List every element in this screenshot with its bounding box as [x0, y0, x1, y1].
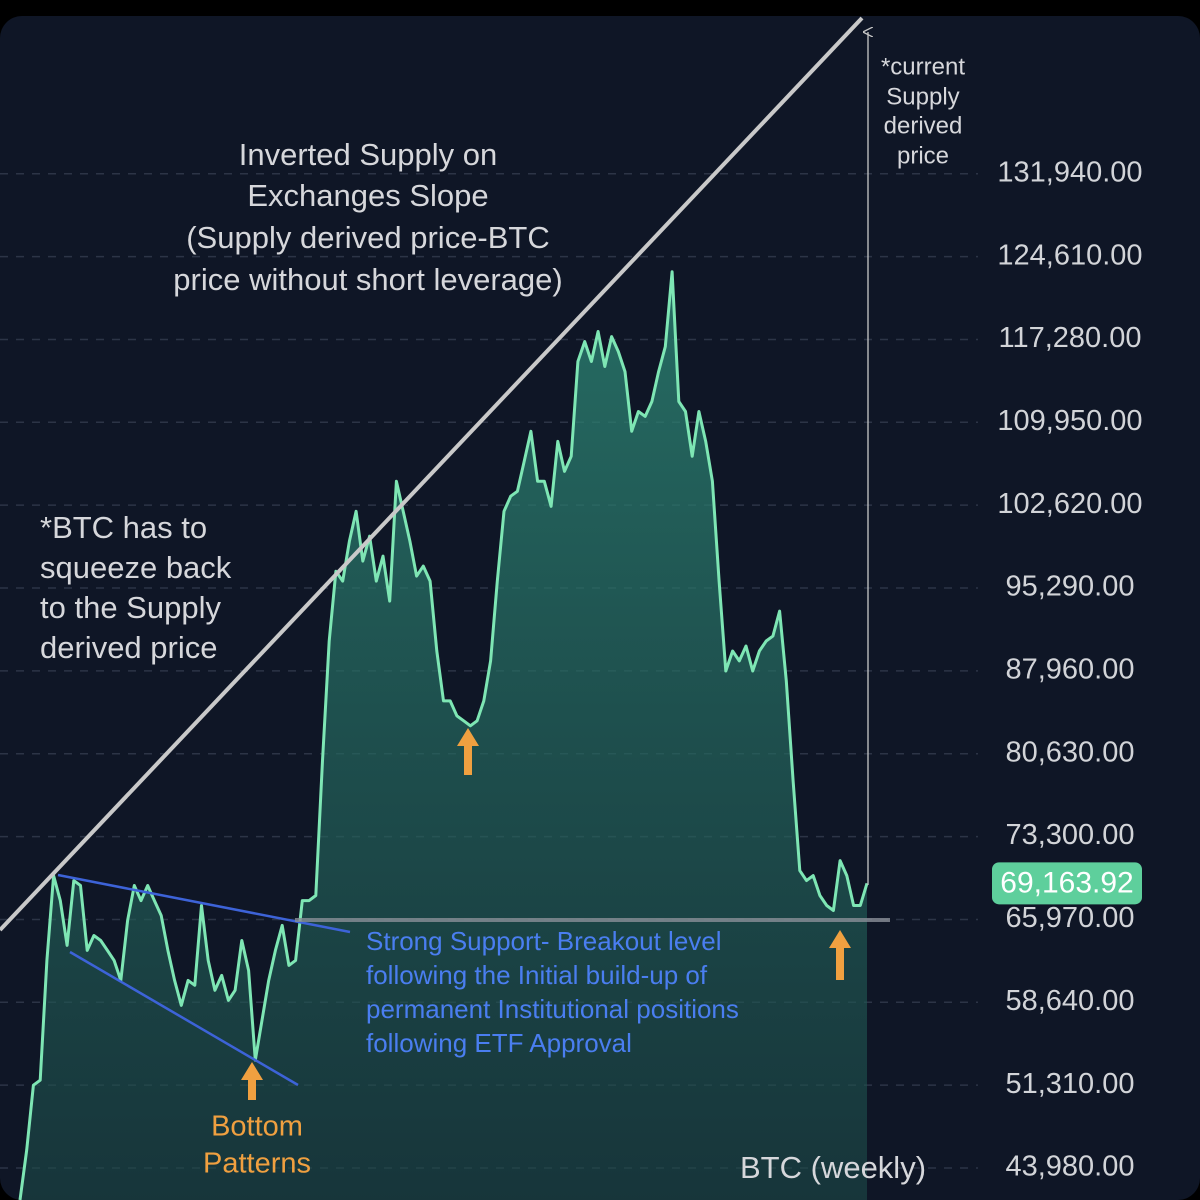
y-tick-label: 73,300.00 [1005, 819, 1134, 851]
area-fill [20, 271, 867, 1200]
y-tick-label: 95,290.00 [1005, 571, 1134, 603]
arrow-up [457, 728, 479, 775]
y-tick-label: 80,630.00 [1005, 736, 1134, 768]
arrows [241, 728, 851, 1100]
y-tick-label: 117,280.00 [999, 322, 1142, 354]
note-line: following ETF Approval [366, 1028, 632, 1058]
arrow-up [241, 1062, 263, 1100]
note-line: Patterns [203, 1148, 311, 1180]
squeeze-note: *BTC has to squeeze back to the Supply d… [40, 510, 232, 665]
y-tick-label: 51,310.00 [1005, 1068, 1134, 1100]
slope-note: Inverted Supply on Exchanges Slope (Supp… [173, 137, 562, 297]
y-tick-label: 43,980.00 [1005, 1151, 1134, 1183]
lower-trendline [69, 950, 299, 1087]
note-line: Supply [886, 83, 959, 110]
note-line: price without short leverage) [173, 262, 562, 297]
note-line: derived [884, 112, 963, 139]
price-tag-label: 69,163.92 [1000, 866, 1133, 899]
note-line: Bottom [211, 1111, 303, 1143]
note-line: Inverted Supply on [239, 137, 498, 172]
note-line: (Supply derived price-BTC [186, 220, 550, 255]
y-tick-label: 87,960.00 [1005, 654, 1134, 686]
note-line: derived price [40, 630, 217, 665]
y-tick-label: 109,950.00 [997, 405, 1142, 437]
note-line: to the Supply [40, 590, 221, 625]
arrow-up [829, 930, 851, 980]
note-line: squeeze back [40, 550, 232, 585]
current-note: *current Supply derived price [881, 53, 965, 169]
note-line: *BTC has to [40, 510, 207, 545]
supply-slope-line [0, 16, 864, 932]
upper-trendline [57, 873, 351, 934]
support-note: Strong Support- Breakout level following… [366, 926, 739, 1058]
price-line [18, 270, 869, 1200]
y-tick-label: 58,640.00 [1005, 985, 1134, 1017]
price-tag [992, 862, 1142, 905]
note-line: following the Initial build-up of [366, 960, 708, 990]
y-tick-label: 102,620.00 [997, 488, 1142, 520]
note-line: Strong Support- Breakout level [366, 926, 722, 956]
note-line: Exchanges Slope [247, 178, 488, 213]
note-line: *current [881, 53, 965, 80]
bottom-note: Bottom Patterns [203, 1111, 311, 1180]
y-tick-label: 131,940.00 [997, 156, 1142, 188]
y-tick-label: 65,970.00 [1005, 902, 1134, 934]
note-line: permanent Institutional positions [366, 994, 739, 1024]
series-name: BTC (weekly) [740, 1150, 926, 1185]
note-line: price [897, 142, 949, 169]
y-tick-label: 124,610.00 [997, 239, 1142, 271]
